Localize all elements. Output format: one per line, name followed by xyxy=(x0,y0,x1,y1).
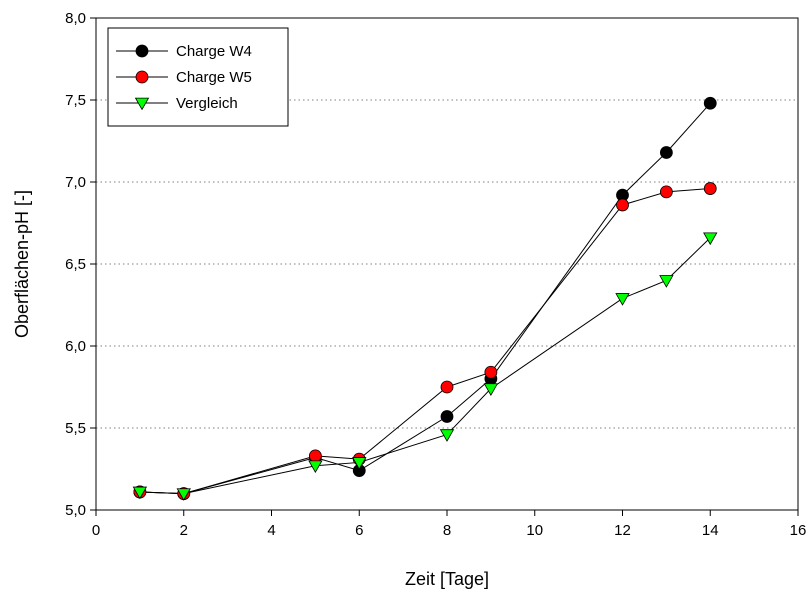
legend-marker xyxy=(135,44,149,58)
data-point-series-1 xyxy=(484,365,498,379)
x-tick-label: 14 xyxy=(702,522,719,539)
x-tick-label: 16 xyxy=(790,522,807,539)
data-point-series-2 xyxy=(659,275,674,288)
legend-marker xyxy=(134,97,150,111)
x-tick-label: 4 xyxy=(267,522,275,539)
data-point-series-2 xyxy=(176,488,191,501)
legend-label: Charge W4 xyxy=(176,43,252,60)
y-tick-label: 7,5 xyxy=(65,92,86,109)
x-tick-label: 8 xyxy=(443,522,451,539)
y-tick-label: 5,5 xyxy=(65,420,86,437)
legend-label: Vergleich xyxy=(176,95,238,112)
x-tick-label: 0 xyxy=(92,522,100,539)
series-line-1 xyxy=(139,188,711,495)
ticks: 5,0 5,5 6,0 6,5 7,0 7,5 8,0 0 2 4 6 8 10 12 14 16 xyxy=(65,10,806,539)
data-point-series-2 xyxy=(352,457,367,470)
x-tick-label: 6 xyxy=(355,522,363,539)
series-layer xyxy=(132,96,718,501)
y-tick-label: 6,0 xyxy=(65,338,86,355)
x-tick-label: 10 xyxy=(526,522,543,539)
data-point-series-2 xyxy=(703,232,718,246)
x-axis-title: Zeit [Tage] xyxy=(405,569,489,589)
data-point-series-1 xyxy=(703,182,717,195)
data-point-series-2 xyxy=(483,383,499,396)
data-point-series-0 xyxy=(440,410,454,423)
data-point-series-2 xyxy=(615,293,630,306)
y-axis-title: Oberflächen-pH [-] xyxy=(12,190,32,338)
y-tick-label: 5,0 xyxy=(65,502,86,519)
data-point-series-1 xyxy=(308,449,322,463)
data-point-series-1 xyxy=(659,185,673,199)
legend: Charge W4 Charge W5 Vergleich xyxy=(107,27,289,127)
data-point-series-0 xyxy=(703,96,717,110)
data-point-series-1 xyxy=(440,380,454,394)
y-tick-label: 7,0 xyxy=(65,174,86,191)
data-point-series-1 xyxy=(616,198,629,212)
y-tick-label: 8,0 xyxy=(65,10,86,27)
legend-label: Charge W5 xyxy=(176,69,252,86)
data-point-series-0 xyxy=(659,146,673,159)
gridlines xyxy=(96,99,798,429)
data-point-series-2 xyxy=(132,486,148,500)
legend-marker xyxy=(135,70,149,84)
series-line-2 xyxy=(139,237,711,495)
x-tick-label: 2 xyxy=(180,522,188,539)
y-tick-label: 6,5 xyxy=(65,256,86,273)
data-point-series-2 xyxy=(439,429,455,442)
x-tick-label: 12 xyxy=(614,522,631,539)
data-point-series-2 xyxy=(308,460,323,474)
